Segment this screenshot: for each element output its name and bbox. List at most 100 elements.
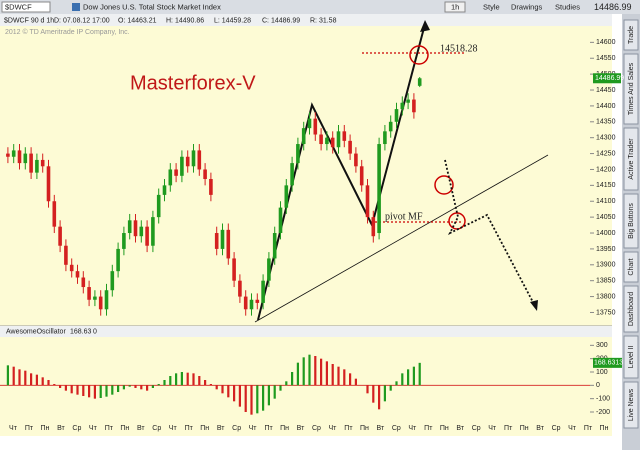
x-tick-label: Пн: [440, 425, 449, 432]
interval-button[interactable]: [444, 1, 466, 13]
side-tab[interactable]: [623, 127, 639, 191]
x-tick-label: Чт: [169, 425, 178, 432]
candle-body: [46, 166, 51, 202]
oscillator-bar: [383, 385, 386, 402]
y-tick-label: -200: [596, 409, 610, 416]
candle-body: [64, 245, 68, 265]
y-tick-label: -100: [596, 396, 610, 403]
x-tick-label: Пт: [105, 425, 114, 432]
oscillator-bar: [279, 385, 282, 391]
side-tab[interactable]: [623, 19, 639, 51]
candle-body: [145, 226, 149, 246]
side-tab-label[interactable]: Active Trader: [628, 138, 635, 180]
side-tab-label[interactable]: Live News: [628, 388, 635, 421]
candle-body: [232, 258, 236, 281]
candle-body: [238, 280, 242, 297]
symbol[interactable]: $DWCF: [5, 2, 32, 11]
oscillator-bar: [389, 385, 392, 391]
oscillator-bar: [250, 385, 253, 415]
candle-body: [371, 217, 376, 237]
candle-body: [394, 109, 399, 122]
oscillator-bar: [111, 385, 114, 395]
oscillator-bar: [122, 385, 125, 390]
candle-body: [139, 226, 144, 237]
candle-body: [319, 134, 323, 145]
x-tick-label: Пн: [360, 425, 369, 432]
annotation-pivot: pivot MF: [385, 211, 423, 222]
side-tab[interactable]: [623, 251, 639, 283]
x-tick-label: Пн: [200, 425, 209, 432]
info-item: D: 07.08.12 17:00: [54, 17, 110, 24]
oscillator-bar: [378, 385, 381, 410]
side-tab[interactable]: [623, 381, 639, 429]
side-tab-label[interactable]: Level II: [628, 346, 635, 369]
side-tab[interactable]: [623, 53, 639, 125]
side-tab-label[interactable]: Dashboard: [628, 292, 635, 326]
candle-body: [110, 271, 115, 291]
side-tab[interactable]: [623, 193, 639, 249]
candle-body: [156, 194, 161, 218]
oscillator-bar: [238, 385, 241, 407]
candle-body: [272, 233, 277, 259]
candle-body: [412, 99, 416, 113]
candle-body: [133, 220, 138, 237]
oscillator-bar: [53, 384, 56, 386]
description: Dow Jones U.S. Total Stock Market Index: [83, 2, 221, 11]
info-item: L: 14459.28: [214, 17, 251, 24]
drawings-button[interactable]: Drawings: [511, 2, 543, 11]
candle-body: [400, 102, 405, 110]
candle-body: [255, 299, 260, 303]
candle-body: [127, 220, 132, 234]
y-tick-label: 100: [596, 369, 608, 376]
oscillator-bar: [76, 385, 79, 395]
interval[interactable]: 1h: [451, 2, 459, 11]
oscillator-bar: [41, 377, 44, 386]
x-tick-label: Пт: [344, 425, 353, 432]
oscillator-bar: [169, 376, 172, 386]
x-tick-label: Пт: [264, 425, 273, 432]
x-tick-label: Вт: [297, 425, 305, 432]
candle-body: [69, 264, 74, 272]
oscillator-bar: [47, 380, 50, 386]
candle-body: [209, 179, 213, 195]
side-tab[interactable]: [623, 335, 639, 379]
oscillator-bar: [308, 354, 311, 386]
oscillator-bar: [349, 373, 352, 386]
symbol-box[interactable]: [1, 1, 51, 13]
side-tab-label[interactable]: Times And Sales: [628, 62, 635, 115]
oscillator-bar: [192, 373, 195, 386]
oscillator-bar: [70, 385, 73, 394]
candle-body: [203, 169, 207, 179]
y-tick-label: 13800: [596, 293, 616, 300]
candle-body: [226, 229, 231, 259]
candle-body: [40, 159, 45, 167]
x-tick-label: Пн: [40, 425, 49, 432]
candle-body: [180, 156, 184, 176]
x-tick-label: Ср: [312, 425, 321, 432]
candle-body: [249, 299, 254, 310]
annotation-title: Masterforex-V: [130, 72, 256, 94]
oscillator-bar: [331, 364, 334, 386]
x-tick-label: Ср: [152, 425, 161, 432]
candle-body: [313, 118, 318, 135]
arrow-head: [530, 300, 538, 311]
candle-body: [29, 153, 33, 173]
candle-body: [220, 229, 225, 249]
x-tick-label: Чт: [9, 425, 18, 432]
x-tick-label: Пн: [520, 425, 529, 432]
side-tab-label[interactable]: Chart: [628, 258, 635, 275]
style-button[interactable]: Style: [483, 2, 500, 11]
oscillator-bar: [366, 385, 369, 394]
oscillator-bar: [395, 381, 398, 386]
side-tab-label[interactable]: Trade: [628, 26, 635, 44]
x-tick-label: Пн: [280, 425, 289, 432]
studies-button[interactable]: Studies: [555, 2, 580, 11]
oscillator-bar: [273, 385, 276, 399]
oscillator-bar: [88, 385, 91, 398]
oscillator-bar: [163, 380, 166, 386]
side-tab-label[interactable]: Big Buttons: [628, 203, 635, 239]
y-tick-label: 14050: [596, 214, 616, 221]
candle-body: [122, 233, 126, 249]
side-tab[interactable]: [623, 285, 639, 333]
oscillator-bar: [204, 380, 207, 386]
